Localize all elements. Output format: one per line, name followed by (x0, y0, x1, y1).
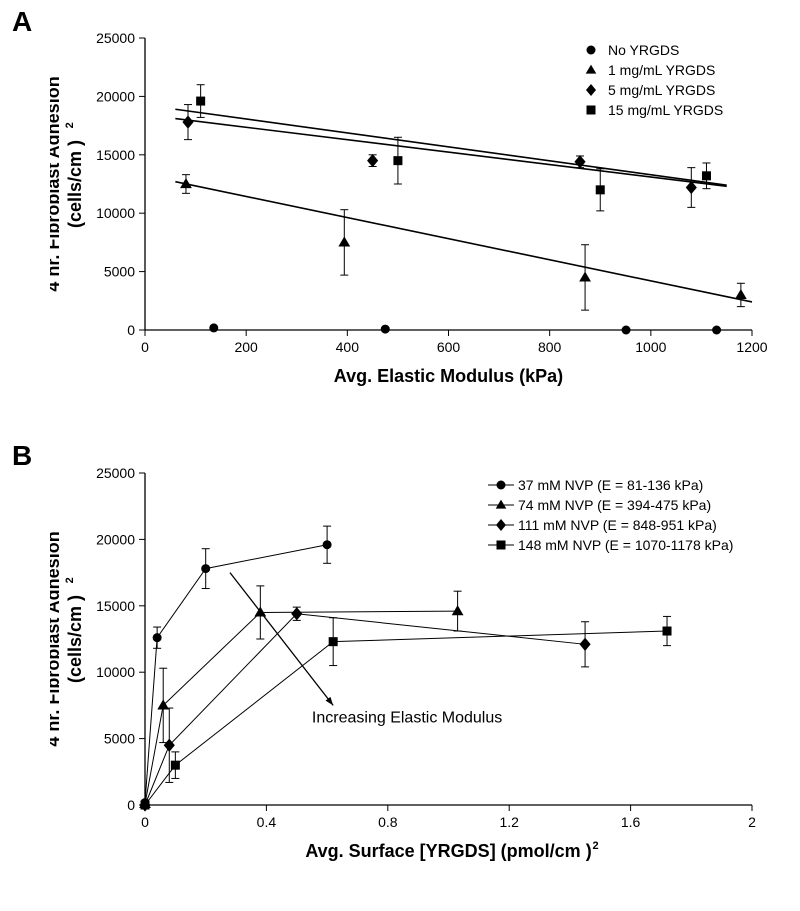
panel-label-a: A (12, 6, 32, 38)
panel-label-b: B (12, 440, 32, 472)
svg-text:1.2: 1.2 (499, 814, 519, 830)
svg-text:20000: 20000 (96, 531, 135, 547)
svg-text:400: 400 (336, 339, 360, 355)
svg-text:15000: 15000 (96, 147, 135, 163)
svg-text:20000: 20000 (96, 88, 135, 104)
svg-text:1 mg/mL YRGDS: 1 mg/mL YRGDS (608, 62, 715, 78)
svg-text:4 hr. Fibroblast Adhesion: 4 hr. Fibroblast Adhesion (50, 76, 63, 291)
svg-text:148 mM NVP (E = 1070-1178 kPa): 148 mM NVP (E = 1070-1178 kPa) (518, 537, 733, 553)
svg-text:37 mM NVP (E = 81-136 kPa): 37 mM NVP (E = 81-136 kPa) (518, 477, 703, 493)
svg-text:4 hr. Fibroblast Adhesion: 4 hr. Fibroblast Adhesion (50, 531, 63, 746)
svg-text:0: 0 (141, 339, 149, 355)
chart-a-svg: 0 200 400 600 800 1000 1200 0 5000 10000 15000 2000… (50, 20, 770, 410)
svg-text:0.8: 0.8 (378, 814, 398, 830)
svg-text:15 mg/mL YRGDS: 15 mg/mL YRGDS (608, 102, 723, 118)
svg-text:No YRGDS: No YRGDS (608, 42, 679, 58)
svg-text:2: 2 (748, 814, 756, 830)
svg-text:1000: 1000 (635, 339, 666, 355)
chart-b: 0 0.4 0.8 1.2 1.6 2 0 5000 10000 15000 20000 25000 A… (50, 455, 770, 885)
svg-text:1200: 1200 (736, 339, 767, 355)
svg-text:2: 2 (64, 577, 76, 583)
svg-text:200: 200 (234, 339, 258, 355)
svg-text:0: 0 (127, 797, 135, 813)
svg-text:25000: 25000 (96, 465, 135, 481)
svg-text:0: 0 (127, 322, 135, 338)
svg-text:(cells/cm ): (cells/cm ) (65, 140, 85, 228)
svg-text:2: 2 (593, 840, 599, 852)
svg-text:5000: 5000 (104, 264, 135, 280)
svg-text:111 mM NVP (E = 848-951 kPa): 111 mM NVP (E = 848-951 kPa) (518, 517, 717, 533)
svg-text:10000: 10000 (96, 664, 135, 680)
svg-text:25000: 25000 (96, 30, 135, 46)
svg-text:74 mM NVP (E = 394-475 kPa): 74 mM NVP (E = 394-475 kPa) (518, 497, 711, 513)
svg-text:Increasing Elastic Modulus: Increasing Elastic Modulus (312, 710, 502, 727)
svg-text:0: 0 (141, 814, 149, 830)
svg-text:Avg. Surface [YRGDS] (pmol/cm: Avg. Surface [YRGDS] (pmol/cm ) (305, 841, 591, 861)
svg-text:5000: 5000 (104, 731, 135, 747)
svg-text:15000: 15000 (96, 598, 135, 614)
svg-text:600: 600 (437, 339, 461, 355)
svg-text:800: 800 (538, 339, 562, 355)
figure-page: { "panel_labels": { "A": "A", "B": "B" }… (0, 0, 800, 911)
svg-text:2: 2 (64, 122, 76, 128)
chart-a: 0 200 400 600 800 1000 1200 0 5000 10000 15000 2000… (50, 20, 770, 410)
svg-text:Avg. Elastic Modulus (kPa): Avg. Elastic Modulus (kPa) (334, 366, 563, 386)
svg-text:(cells/cm ): (cells/cm ) (65, 595, 85, 683)
svg-text:5 mg/mL YRGDS: 5 mg/mL YRGDS (608, 82, 715, 98)
svg-text:1.6: 1.6 (621, 814, 641, 830)
chart-b-svg: 0 0.4 0.8 1.2 1.6 2 0 5000 10000 15000 20000 25000 A… (50, 455, 770, 885)
svg-text:10000: 10000 (96, 205, 135, 221)
svg-text:0.4: 0.4 (257, 814, 277, 830)
